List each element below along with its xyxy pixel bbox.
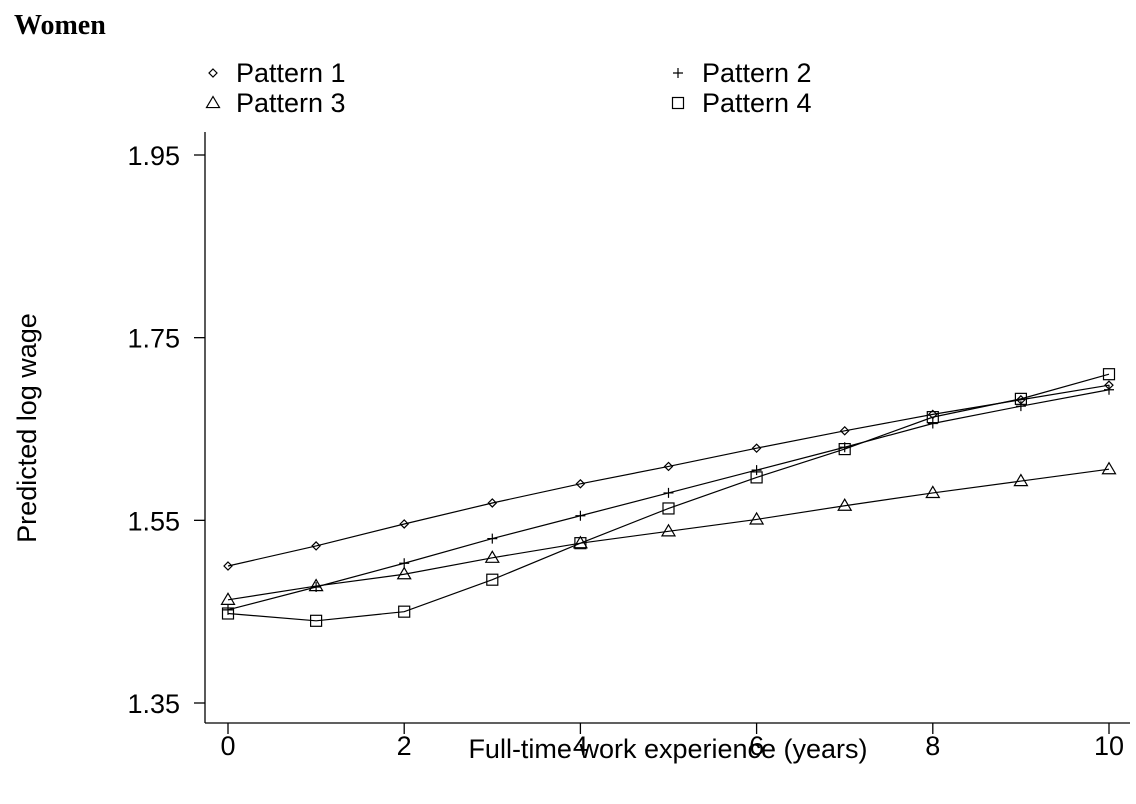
data-point: [1013, 473, 1029, 487]
data-point: [220, 592, 236, 605]
series-line-pattern-1: [227, 384, 1110, 567]
data-point: [575, 510, 586, 521]
data-point: [574, 537, 587, 550]
y-axis-ticks: 1.35 1.55 1.75 1.95: [127, 141, 205, 719]
x-axis-ticks: 0 2 4 6 8 10: [220, 723, 1124, 761]
data-point: [839, 425, 850, 436]
y-tick-label: 1.55: [127, 506, 180, 536]
data-point: [662, 502, 675, 515]
data-point: [925, 485, 941, 499]
legend-marker-pattern-4: [671, 96, 685, 110]
legend-marker-pattern-1: [208, 68, 218, 78]
data-point: [663, 487, 674, 498]
x-tick-label: 4: [573, 731, 588, 761]
data-point: [838, 442, 851, 456]
legend-marker-icon: [205, 95, 221, 109]
chart-heading: Women: [14, 10, 106, 41]
data-point: [487, 498, 498, 508]
y-tick-label: 1.35: [127, 689, 180, 719]
data-point: [486, 573, 499, 586]
data-point: [223, 604, 233, 615]
data-point: [398, 605, 411, 618]
data-point: [1015, 401, 1026, 412]
data-point: [308, 578, 324, 592]
legend-marker-icon: [208, 68, 218, 78]
data-point: [751, 465, 762, 476]
data-point: [837, 498, 853, 511]
legend-marker-icon: [673, 68, 683, 78]
data-point: [487, 533, 498, 544]
y-axis-title: Predicted log wage: [12, 313, 42, 543]
series-layer: [220, 368, 1117, 627]
data-point: [399, 519, 410, 529]
data-point: [749, 511, 765, 525]
data-point: [221, 607, 235, 620]
series-line-pattern-2: [227, 389, 1110, 611]
data-point: [1101, 461, 1117, 475]
data-point: [311, 541, 321, 551]
series-line-pattern-3: [227, 468, 1110, 601]
data-point: [926, 411, 939, 424]
legend-marker-pattern-2: [673, 68, 683, 78]
data-point: [751, 443, 762, 454]
data-point: [1014, 392, 1028, 405]
series-line-pattern-4: [227, 373, 1110, 622]
x-tick-label: 10: [1094, 731, 1124, 761]
data-point: [310, 614, 323, 627]
x-tick-label: 6: [749, 731, 764, 761]
y-tick-label: 1.75: [127, 324, 180, 354]
data-point: [750, 471, 763, 484]
data-point: [927, 409, 938, 420]
data-point: [484, 550, 500, 563]
legend-label-pattern-2: Pattern 2: [702, 58, 812, 88]
legend-label-pattern-1: Pattern 1: [236, 58, 346, 88]
legend: Pattern 1 Pattern 2 Pattern 3 Pattern 4: [205, 58, 812, 118]
data-point: [575, 478, 586, 489]
data-point: [1104, 384, 1114, 395]
data-point: [660, 523, 677, 537]
x-tick-label: 2: [397, 731, 412, 761]
legend-label-pattern-4: Pattern 4: [702, 88, 812, 118]
legend-marker-pattern-3: [205, 95, 221, 109]
legend-label-pattern-3: Pattern 3: [236, 88, 346, 118]
data-point: [663, 461, 674, 472]
data-point: [1102, 368, 1116, 381]
x-tick-label: 0: [220, 731, 235, 761]
data-point: [396, 566, 412, 580]
x-axis-title: Full-time work experience (years): [468, 734, 867, 764]
y-tick-label: 1.95: [127, 141, 180, 171]
legend-marker-icon: [671, 96, 685, 110]
data-point: [927, 418, 938, 429]
data-point: [223, 561, 233, 571]
x-tick-label: 8: [925, 731, 940, 761]
